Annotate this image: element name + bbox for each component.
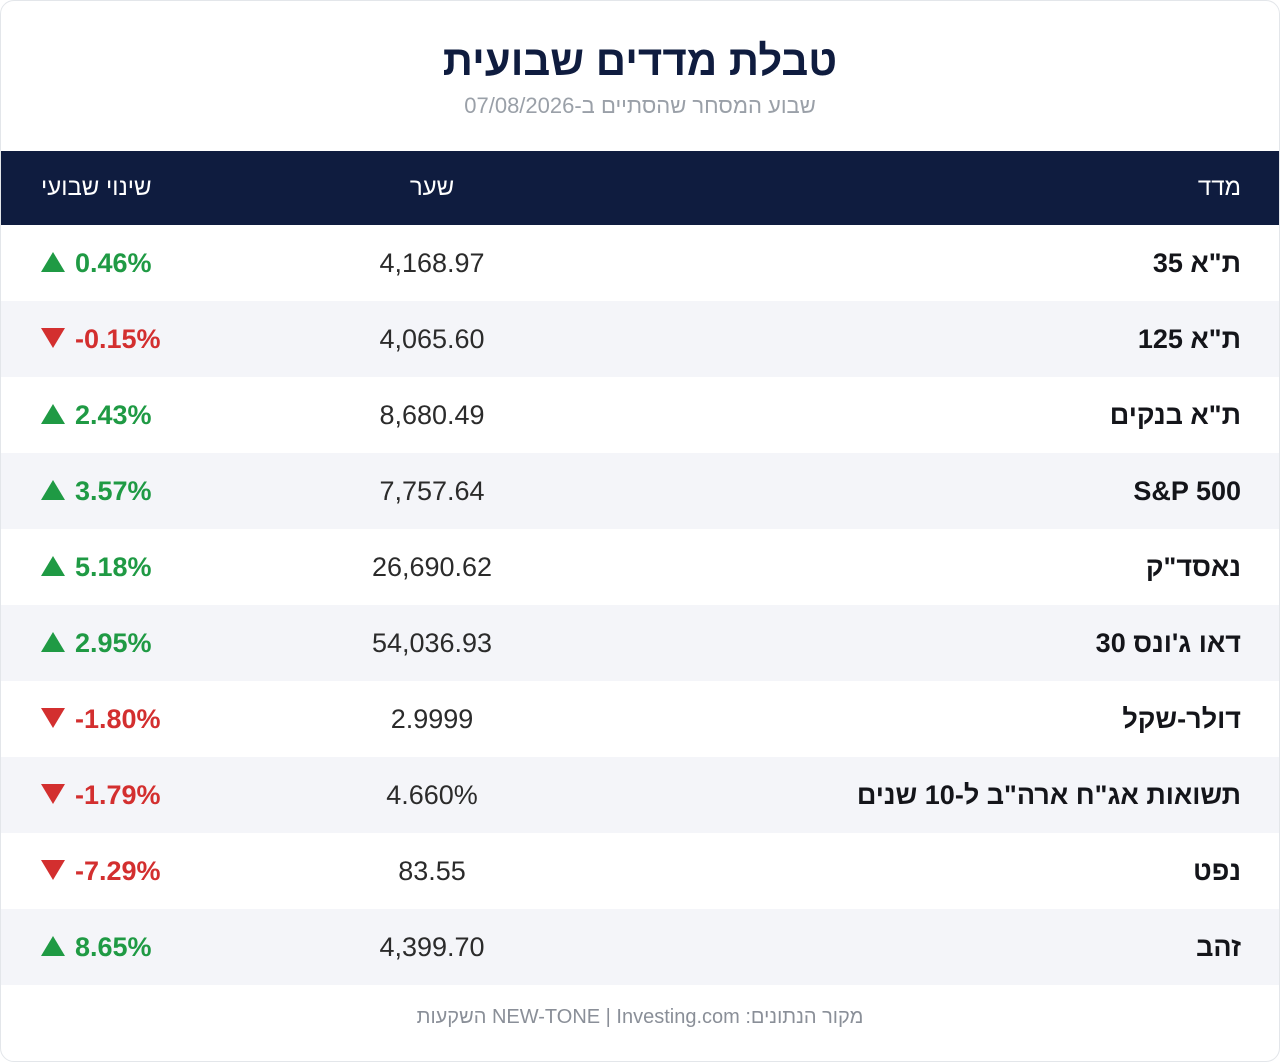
index-name-cell: דאו ג'ונס 30 <box>1095 627 1241 658</box>
index-name-cell: תשואות אג"ח ארה"ב ל-10 שנים <box>856 779 1241 810</box>
change-cell: -0.15% <box>1 301 301 377</box>
column-header-name: מדד <box>1197 174 1241 201</box>
change-value: 5.18% <box>75 551 152 582</box>
change-value: 8.65% <box>75 931 152 962</box>
change-cell: -1.79% <box>1 757 301 833</box>
triangle-up-icon <box>41 936 65 957</box>
rate-cell: 4,168.97 <box>379 247 485 278</box>
header: טבלת מדדים שבועית שבוע המסחר שהסתיים ב-0… <box>1 1 1279 151</box>
triangle-up-icon <box>41 480 65 501</box>
table-row: 0.46% 4,168.97 ת"א 35 <box>1 225 1279 301</box>
table-row: -7.29% 83.55 נפט <box>1 833 1279 909</box>
rate-cell: 26,690.62 <box>371 551 493 582</box>
change-value: -1.79% <box>75 779 161 810</box>
indices-table: שינוי שבועי שער מדד 0.46% 4,168.97 ת"א 3… <box>1 151 1279 985</box>
index-name-cell: S&P 500 <box>1133 475 1241 506</box>
source-footer: מקור הנתונים: NEW-TONE | Investing.com ה… <box>416 1006 864 1028</box>
change-cell: -7.29% <box>1 833 301 909</box>
change-value: -7.29% <box>75 855 161 886</box>
change-cell: -1.80% <box>1 681 301 757</box>
change-value: 0.46% <box>75 247 152 278</box>
table-row: -1.80% 2.9999 דולר-שקל <box>1 681 1279 757</box>
index-name-cell: זהב <box>1196 931 1241 962</box>
index-name-cell: נאסד"ק <box>1145 551 1241 582</box>
page-title: טבלת מדדים שבועית <box>442 37 838 84</box>
rate-cell: 83.55 <box>398 855 466 886</box>
change-cell: 8.65% <box>1 909 301 985</box>
table-row: -0.15% 4,065.60 ת"א 125 <box>1 301 1279 377</box>
column-header-change: שינוי שבועי <box>41 174 152 201</box>
rate-cell: 4,399.70 <box>379 931 485 962</box>
table-body: 0.46% 4,168.97 ת"א 35 -0.15% 4,065.60 ת"… <box>1 225 1279 985</box>
table-row: 2.43% 8,680.49 ת"א בנקים <box>1 377 1279 453</box>
rate-cell: 7,757.64 <box>379 475 485 506</box>
triangle-down-icon <box>41 784 65 805</box>
rate-cell: 4.660% <box>386 779 478 810</box>
triangle-up-icon <box>41 404 65 425</box>
triangle-up-icon <box>41 252 65 273</box>
column-header-rate: שער <box>409 174 455 201</box>
table-row: 5.18% 26,690.62 נאסד"ק <box>1 529 1279 605</box>
table-header: שינוי שבועי שער מדד <box>1 151 1279 225</box>
change-value: 3.57% <box>75 475 152 506</box>
triangle-down-icon <box>41 328 65 349</box>
index-name-cell: נפט <box>1193 855 1241 886</box>
index-name-cell: ת"א בנקים <box>1109 399 1241 430</box>
rate-cell: 2.9999 <box>390 703 474 734</box>
triangle-down-icon <box>41 860 65 881</box>
change-cell: 2.43% <box>1 377 301 453</box>
table-row: -1.79% 4.660% תשואות אג"ח ארה"ב ל-10 שני… <box>1 757 1279 833</box>
rate-cell: 8,680.49 <box>379 399 485 430</box>
triangle-up-icon <box>41 556 65 577</box>
change-value: -1.80% <box>75 703 161 734</box>
change-cell: 2.95% <box>1 605 301 681</box>
rate-cell: 54,036.93 <box>371 627 493 658</box>
triangle-down-icon <box>41 708 65 729</box>
page-subtitle: שבוע המסחר שהסתיים ב-07/08/2026 <box>464 93 816 118</box>
change-cell: 0.46% <box>1 225 301 301</box>
change-cell: 3.57% <box>1 453 301 529</box>
table-row: 2.95% 54,036.93 דאו ג'ונס 30 <box>1 605 1279 681</box>
index-name-cell: ת"א 125 <box>1137 323 1241 354</box>
table-row: 3.57% 7,757.64 S&P 500 <box>1 453 1279 529</box>
rate-cell: 4,065.60 <box>379 323 485 354</box>
index-name-cell: ת"א 35 <box>1152 247 1241 278</box>
change-value: -0.15% <box>75 323 161 354</box>
triangle-up-icon <box>41 632 65 653</box>
table-row: 8.65% 4,399.70 זהב <box>1 909 1279 985</box>
change-cell: 5.18% <box>1 529 301 605</box>
change-value: 2.95% <box>75 627 152 658</box>
change-value: 2.43% <box>75 399 152 430</box>
index-name-cell: דולר-שקל <box>1122 703 1241 734</box>
table-header-row: שינוי שבועי שער מדד <box>1 151 1279 225</box>
